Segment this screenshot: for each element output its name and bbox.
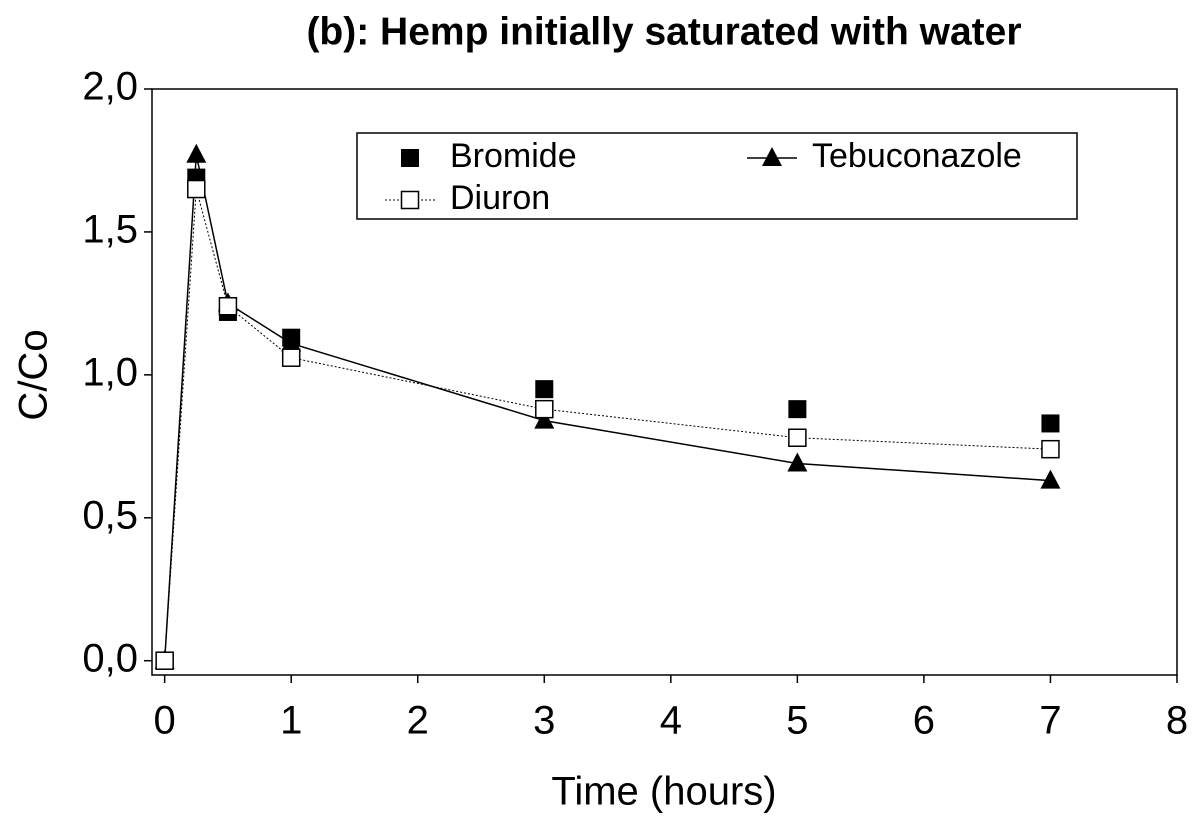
x-tick-label: 8 bbox=[1166, 699, 1188, 743]
data-point bbox=[1041, 414, 1060, 433]
data-point bbox=[187, 179, 206, 199]
chart-title: (b): Hemp initially saturated with water bbox=[306, 10, 1021, 53]
legend-box bbox=[356, 132, 1078, 220]
x-tick-label: 2 bbox=[407, 699, 429, 743]
x-tick-label: 7 bbox=[1039, 699, 1061, 743]
legend-label: Bromide bbox=[450, 137, 577, 175]
series-line bbox=[163, 154, 1051, 661]
legend-label: Diuron bbox=[450, 179, 550, 217]
series-line bbox=[164, 188, 1051, 661]
data-point bbox=[218, 296, 238, 316]
y-tick-label: 2,0 bbox=[82, 65, 138, 109]
data-point bbox=[534, 409, 555, 429]
data-point bbox=[535, 399, 554, 419]
x-tick-label: 5 bbox=[786, 699, 808, 743]
data-point bbox=[788, 400, 807, 419]
data-point bbox=[788, 428, 807, 447]
x-tick-label: 4 bbox=[660, 699, 682, 743]
data-point bbox=[281, 332, 302, 352]
x-axis-label: Time (hours) bbox=[551, 770, 776, 814]
data-point bbox=[1040, 469, 1061, 489]
data-point bbox=[155, 651, 174, 670]
x-tick-label: 3 bbox=[533, 699, 555, 743]
y-tick-label: 1,0 bbox=[82, 350, 138, 394]
data-point bbox=[1041, 439, 1060, 459]
data-point bbox=[787, 452, 808, 472]
data-point bbox=[535, 380, 554, 399]
y-tick-label: 0,5 bbox=[82, 493, 138, 537]
x-tick-label: 1 bbox=[280, 699, 302, 743]
data-point bbox=[186, 143, 207, 163]
y-axis-label: C/Co bbox=[12, 329, 56, 420]
x-tick-label: 0 bbox=[154, 699, 176, 743]
y-tick-label: 1,5 bbox=[82, 207, 138, 251]
data-point bbox=[281, 348, 301, 367]
y-tick-label: 0,0 bbox=[82, 636, 138, 680]
plot-area bbox=[151, 88, 1178, 676]
legend-marker bbox=[401, 149, 419, 167]
legend-label: Tebuconazole bbox=[812, 137, 1022, 175]
legend-marker bbox=[400, 190, 420, 210]
legend-marker bbox=[762, 147, 782, 166]
x-tick-label: 6 bbox=[913, 699, 935, 743]
